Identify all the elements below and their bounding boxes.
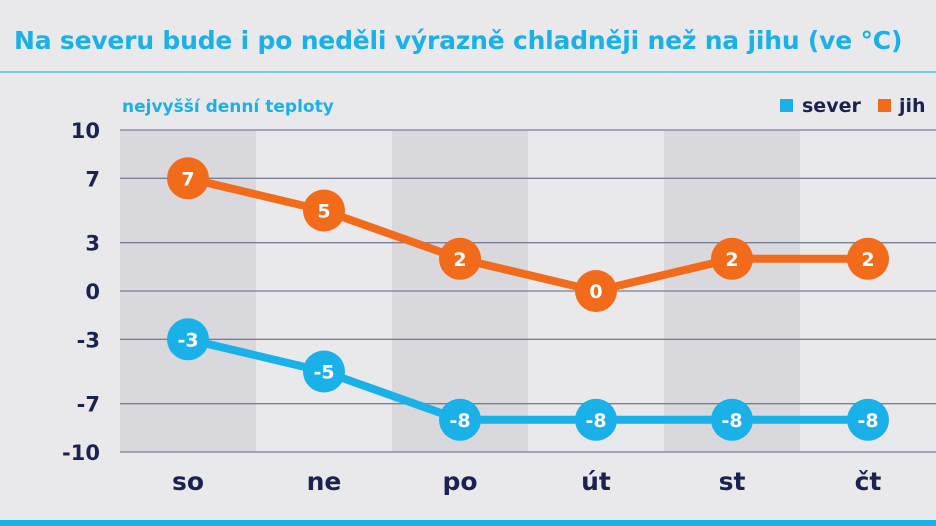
title-divider — [0, 71, 936, 73]
data-label-jih: 5 — [317, 201, 330, 223]
data-label-jih: 0 — [589, 281, 602, 303]
x-tick-label: út — [581, 467, 611, 496]
data-point-jih — [303, 189, 345, 232]
data-label-jih: 2 — [861, 249, 874, 271]
legend-swatch-sever — [780, 99, 793, 112]
data-point-sever — [167, 318, 209, 361]
data-point-jih — [575, 270, 617, 312]
data-label-jih: 7 — [181, 168, 194, 190]
x-tick-label: so — [172, 467, 204, 496]
legend-label-sever: sever — [802, 95, 861, 117]
data-label-sever: -8 — [449, 410, 470, 432]
x-axis: so ne po út st čt — [172, 467, 881, 496]
data-point-jih — [167, 157, 209, 200]
y-tick-label: 0 — [85, 280, 100, 304]
x-tick-label: po — [442, 467, 477, 496]
x-tick-label: čt — [855, 467, 882, 496]
data-label-sever: -8 — [585, 410, 606, 432]
legend-label-jih: jih — [898, 95, 926, 117]
data-point-sever — [439, 398, 481, 441]
data-point-jih — [847, 237, 889, 280]
series-line-jih — [184, 174, 872, 295]
y-tick-label: 10 — [71, 119, 100, 143]
legend-swatch-jih — [878, 99, 891, 112]
chart-subtitle: nejvyšší denní teploty — [122, 97, 334, 117]
grid-lines — [120, 129, 936, 453]
data-point-sever — [303, 350, 345, 393]
y-tick-label: -10 — [62, 441, 100, 465]
data-label-jih: 2 — [725, 249, 738, 271]
legend: sever jih — [780, 95, 926, 117]
data-label-sever: -3 — [177, 329, 198, 351]
x-tick-label: ne — [307, 467, 342, 496]
data-point-jih — [711, 237, 753, 280]
chart-title: Na severu bude i po neděli výrazně chlad… — [14, 26, 903, 55]
data-label-sever: -5 — [313, 362, 334, 384]
y-tick-label: -7 — [77, 393, 100, 417]
data-point-sever — [575, 398, 617, 441]
y-tick-label: -3 — [77, 328, 100, 352]
y-tick-label: 7 — [85, 167, 100, 191]
data-point-sever — [847, 398, 889, 441]
data-label-sever: -8 — [721, 410, 742, 432]
x-tick-label: st — [719, 467, 746, 496]
data-point-sever — [711, 398, 753, 441]
data-label-jih: 2 — [453, 249, 466, 271]
y-tick-label: 3 — [85, 232, 100, 256]
data-point-jih — [439, 237, 481, 280]
data-label-sever: -8 — [857, 410, 878, 432]
series-line-sever — [184, 335, 872, 424]
series-layer: -3 -5 -8 -8 -8 -8 7 5 2 0 2 2 — [167, 157, 889, 441]
y-axis: 10 7 3 0 -3 -7 -10 — [62, 119, 100, 465]
bottom-divider — [0, 520, 936, 526]
